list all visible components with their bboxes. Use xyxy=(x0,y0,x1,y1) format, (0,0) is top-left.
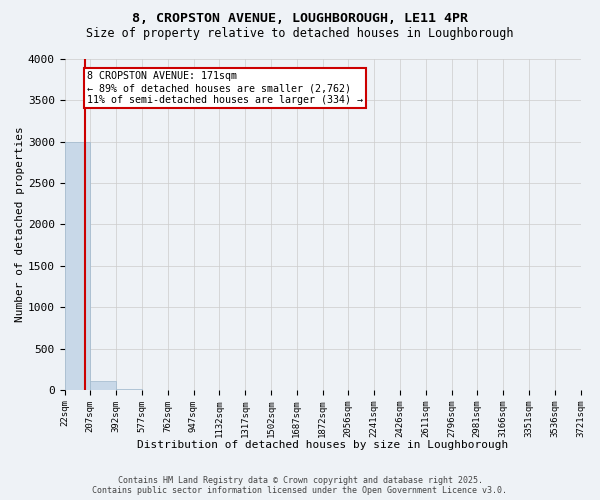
X-axis label: Distribution of detached houses by size in Loughborough: Distribution of detached houses by size … xyxy=(137,440,508,450)
Text: 8, CROPSTON AVENUE, LOUGHBOROUGH, LE11 4PR: 8, CROPSTON AVENUE, LOUGHBOROUGH, LE11 4… xyxy=(132,12,468,26)
Text: Contains HM Land Registry data © Crown copyright and database right 2025.
Contai: Contains HM Land Registry data © Crown c… xyxy=(92,476,508,495)
Bar xyxy=(65,142,91,390)
Text: 8 CROPSTON AVENUE: 171sqm
← 89% of detached houses are smaller (2,762)
11% of se: 8 CROPSTON AVENUE: 171sqm ← 89% of detac… xyxy=(88,72,364,104)
Y-axis label: Number of detached properties: Number of detached properties xyxy=(15,126,25,322)
Text: Size of property relative to detached houses in Loughborough: Size of property relative to detached ho… xyxy=(86,28,514,40)
Bar xyxy=(91,381,116,390)
